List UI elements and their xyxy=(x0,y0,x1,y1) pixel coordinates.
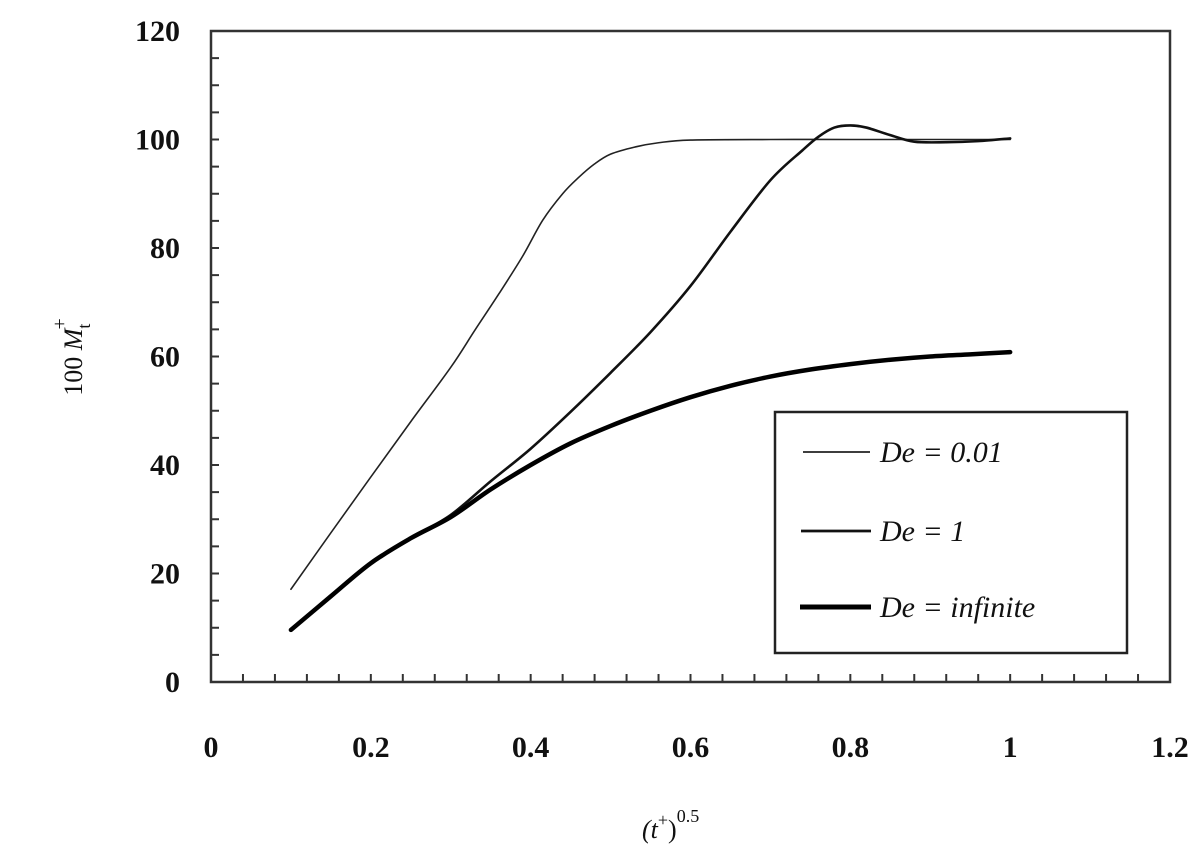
legend-label-value: 0.01 xyxy=(950,436,1003,469)
y-axis-title-var: M xyxy=(59,327,88,351)
legend-item-de-1: De = 1 xyxy=(801,515,965,548)
x-tick-label: 0.4 xyxy=(512,731,550,764)
legend-item-de-infinite: De = infinite xyxy=(800,591,1035,624)
y-tick-label: 20 xyxy=(150,558,180,591)
y-axis-title-sup: + xyxy=(49,318,71,329)
y-tick-label: 0 xyxy=(165,666,180,699)
x-axis-title-base: (t xyxy=(642,815,659,844)
x-axis-title: (t+)0.5 xyxy=(642,806,699,844)
y-tick-label: 80 xyxy=(150,232,180,265)
legend-label-value: 1 xyxy=(950,515,965,548)
series-line-0 xyxy=(290,138,1011,591)
y-tick-label: 100 xyxy=(135,124,180,157)
svg-text:De = infinite: De = infinite xyxy=(879,591,1035,624)
x-tick-label: 0 xyxy=(204,731,219,764)
x-axis-title-sup1: + xyxy=(658,810,668,830)
x-tick-label: 0.8 xyxy=(832,731,870,764)
legend-label-prefix: De = xyxy=(879,515,950,548)
legend-label-prefix: De = xyxy=(879,436,950,469)
y-tick-label: 120 xyxy=(135,15,180,48)
y-tick-label: 40 xyxy=(150,449,180,482)
x-axis: 0 0.2 0.4 0.6 0.8 1 1.2 xyxy=(204,674,1189,764)
x-axis-title-sup2: 0.5 xyxy=(677,806,700,826)
svg-text:(t+)0.5: (t+)0.5 xyxy=(642,806,699,844)
series-layer xyxy=(288,124,1013,633)
legend-item-de-0-01: De = 0.01 xyxy=(803,436,1003,469)
legend-label-value: infinite xyxy=(950,591,1035,624)
legend: De = 0.01 De = 1 De = infinite xyxy=(773,410,1129,655)
svg-text:De = 1: De = 1 xyxy=(879,515,965,548)
y-axis-title: 100 Mt+ xyxy=(49,318,94,395)
x-tick-label: 1 xyxy=(1003,731,1018,764)
x-tick-label: 1.2 xyxy=(1151,731,1189,764)
y-axis-title-prefix: 100 xyxy=(59,350,88,396)
legend-label-prefix: De = xyxy=(879,591,950,624)
y-axis-title-sub: t xyxy=(74,324,94,329)
series-line-2 xyxy=(288,349,1013,633)
x-tick-label: 0.2 xyxy=(352,731,390,764)
svg-text:100 Mt+: 100 Mt+ xyxy=(49,318,94,395)
x-axis-title-close: ) xyxy=(668,815,677,844)
y-axis: 0 20 40 60 80 100 120 xyxy=(135,15,219,699)
svg-text:De = 0.01: De = 0.01 xyxy=(879,436,1003,469)
y-tick-label: 60 xyxy=(150,341,180,374)
x-tick-label: 0.6 xyxy=(672,731,710,764)
